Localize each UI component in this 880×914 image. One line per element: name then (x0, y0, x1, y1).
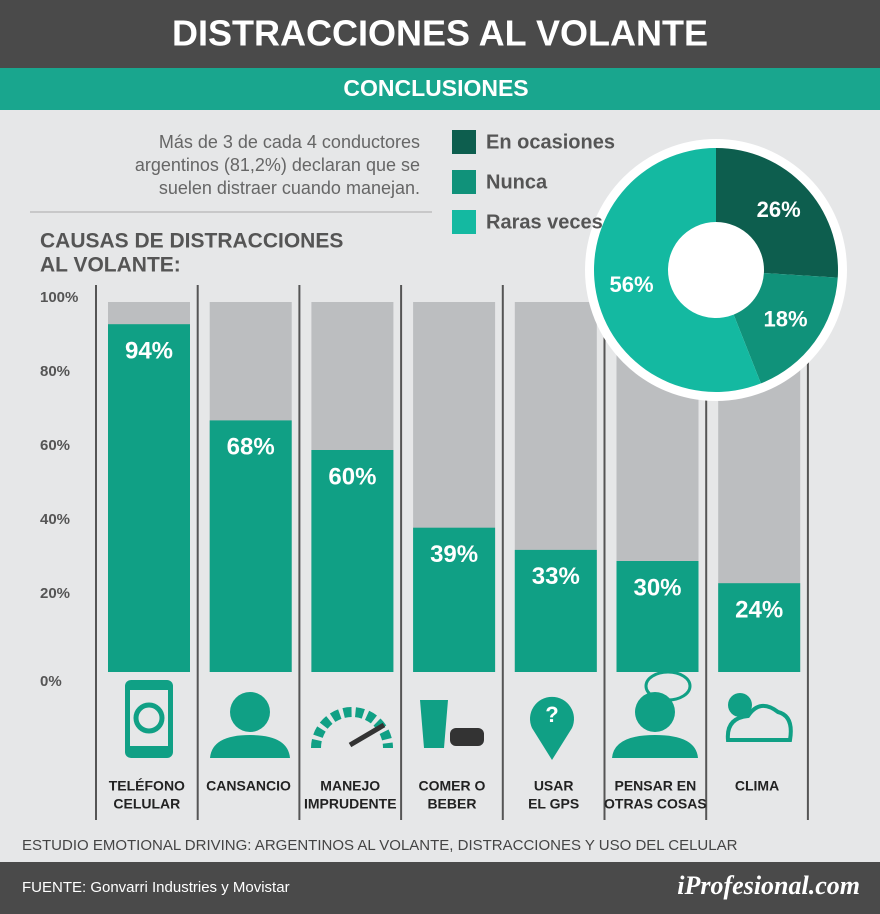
value-label: 39% (430, 541, 478, 568)
brand: iProfesional.com (677, 871, 860, 900)
legend-swatch (452, 130, 476, 154)
y-tick-label: 100% (40, 289, 78, 306)
value-label: 94% (125, 338, 173, 365)
x-tick-label: USAR (534, 778, 574, 794)
title: DISTRACCIONES AL VOLANTE (172, 13, 708, 54)
bar (209, 420, 292, 672)
y-tick-label: 60% (40, 437, 70, 454)
y-tick-label: 20% (40, 585, 70, 602)
donut-chart: 26% 18% 56% (593, 148, 838, 392)
section-title: AL VOLANTE: (40, 254, 181, 277)
legend-swatch (452, 170, 476, 194)
icons: ? (125, 670, 793, 760)
donut-slice (716, 148, 838, 278)
x-tick-label: IMPRUDENTE (304, 796, 397, 812)
bar (514, 549, 597, 672)
x-tick-label: CELULAR (113, 796, 180, 812)
value-label: 24% (735, 597, 783, 624)
section-title: CAUSAS DE DISTRACCIONES (40, 230, 343, 253)
legend-label: Nunca (486, 171, 548, 193)
source: FUENTE: Gonvarri Industries y Movistar (22, 879, 290, 896)
x-tick-label: CLIMA (735, 778, 779, 794)
legend-label: Raras veces (486, 211, 603, 233)
y-tick-label: 40% (40, 511, 70, 528)
value-label: 60% (328, 463, 376, 490)
value-label: 33% (532, 563, 580, 590)
donut-slice (593, 148, 761, 392)
x-tick-label: BEBER (427, 796, 476, 812)
bar (616, 561, 699, 672)
footer-bar (0, 862, 880, 914)
donut-slice (733, 273, 838, 384)
y-tick-label: 80% (40, 363, 70, 380)
value-label: 56% (609, 272, 653, 297)
intro-line: argentinos (81,2%) declaran que se (135, 155, 420, 175)
legend-label: En ocasiones (486, 131, 615, 153)
x-tick-label: OTRAS COSAS (604, 796, 707, 812)
y-tick-label: 0% (40, 673, 62, 690)
legend-swatch (452, 210, 476, 234)
x-tick-label: COMER O (419, 778, 486, 794)
x-tick-label: PENSAR EN (615, 778, 697, 794)
note: ESTUDIO EMOTIONAL DRIVING: ARGENTINOS AL… (22, 837, 738, 854)
value-label: 68% (227, 434, 275, 461)
x-tick-label: CANSANCIO (206, 778, 291, 794)
bar (311, 450, 394, 672)
svg-text:?: ? (545, 702, 558, 727)
bar (718, 583, 801, 672)
x-tick-label: MANEJO (320, 778, 380, 794)
intro-line: Más de 3 de cada 4 conductores (159, 132, 420, 152)
bar-chart: 0% 20% 40% 60% 80% 100% 94% TELÉFONO CELULAR 68% C… (40, 285, 809, 820)
title-bar (0, 0, 880, 68)
value-label: 18% (764, 306, 808, 331)
subtitle-bar (0, 68, 880, 110)
legend: En ocasiones Nunca Raras veces (452, 130, 615, 234)
bar (108, 324, 190, 672)
value-label: 26% (757, 197, 801, 222)
x-tick-label: EL GPS (528, 796, 579, 812)
subtitle: CONCLUSIONES (343, 75, 528, 101)
x-tick-label: TELÉFONO (109, 778, 185, 794)
bar (413, 527, 496, 672)
value-label: 30% (633, 574, 681, 601)
intro-line: suelen distraer cuando manejan. (159, 178, 420, 198)
